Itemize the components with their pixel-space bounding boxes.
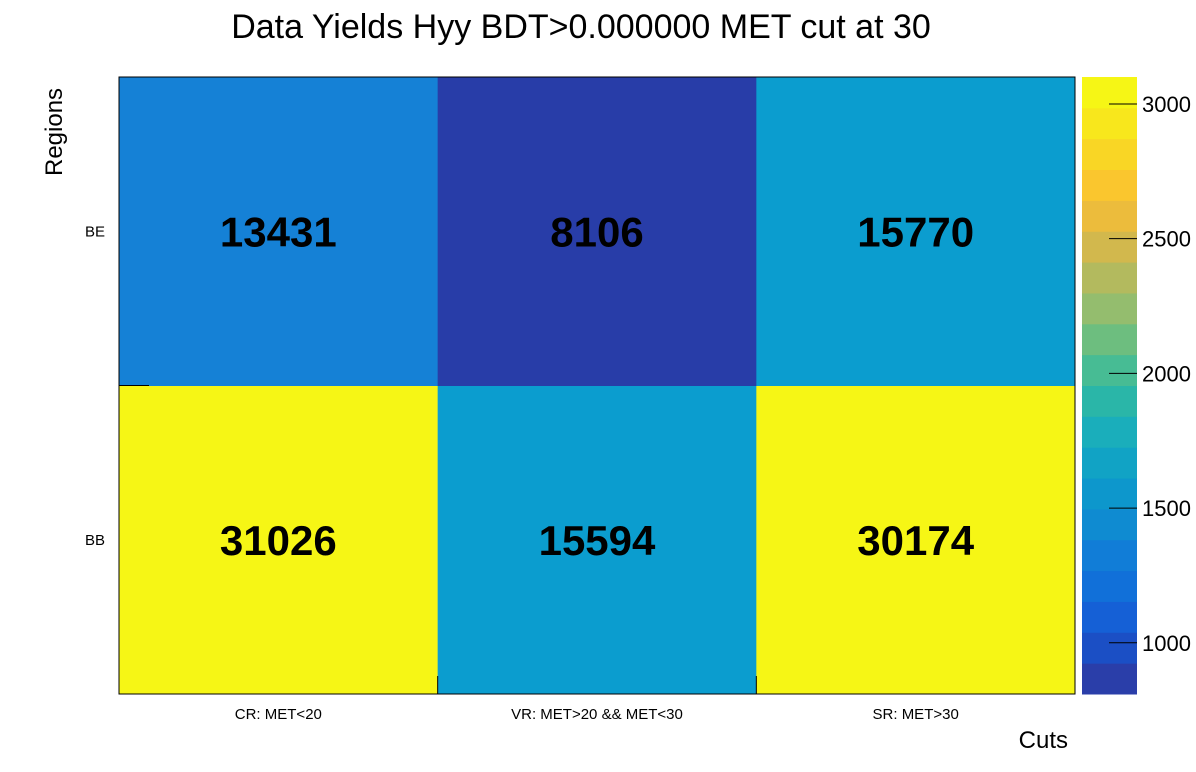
- colorbar-segment: [1082, 478, 1137, 510]
- x-tick-label: SR: MET>30: [873, 706, 959, 723]
- heatmap-cell: [437, 385, 757, 695]
- colorbar-tick-label: 2500: [1142, 227, 1191, 252]
- colorbar-tick-label: 1000: [1142, 631, 1191, 656]
- colorbar-tick-label: 2000: [1142, 361, 1191, 386]
- cell-value-label: 31026: [220, 517, 337, 564]
- colorbar-segment: [1082, 601, 1137, 633]
- colorbar-tick-label: 1500: [1142, 496, 1191, 521]
- colorbar-segment: [1082, 447, 1137, 479]
- colorbar-segment: [1082, 262, 1137, 294]
- cell-value-label: 15594: [539, 517, 656, 564]
- chart-title: Data Yields Hyy BDT>0.000000 MET cut at …: [231, 8, 931, 46]
- heatmap-cell: [756, 385, 1076, 695]
- colorbar-tick-label: 3000: [1142, 92, 1191, 117]
- colorbar-segment: [1082, 169, 1137, 201]
- colorbar-segment: [1082, 570, 1137, 602]
- colorbar-segment: [1082, 107, 1137, 140]
- colorbar-segment: [1082, 77, 1137, 109]
- heatmap-cell: [756, 77, 1076, 386]
- cell-value-label: 15770: [857, 208, 974, 255]
- cell-value-label: 8106: [550, 208, 643, 255]
- colorbar-segment: [1082, 385, 1137, 417]
- heatmap-cells: 31026 15594 30174 13431 8106 15770: [119, 77, 1076, 695]
- colorbar-segment: [1082, 416, 1137, 448]
- colorbar-segment: [1082, 632, 1137, 664]
- colorbar-segment: [1082, 539, 1137, 572]
- heatmap-cell: [119, 385, 439, 695]
- x-tick-label: CR: MET<20: [235, 706, 322, 723]
- x-tick-labels: CR: MET<20 VR: MET>20 && MET<30 SR: MET>30: [235, 706, 959, 723]
- colorbar-segment: [1082, 354, 1137, 386]
- y-tick-label: BB: [85, 532, 105, 549]
- colorbar-segment: [1082, 663, 1137, 695]
- heatmap-cell: [437, 77, 757, 386]
- colorbar-segment: [1082, 138, 1137, 171]
- y-tick-label: BE: [85, 223, 105, 240]
- colorbar-segment: [1082, 292, 1137, 325]
- heatmap-cell: [119, 77, 439, 386]
- colorbar-segment: [1082, 323, 1137, 356]
- cell-value-label: 30174: [857, 517, 974, 564]
- x-axis-title: Cuts: [1019, 727, 1068, 754]
- axis-ticks: [119, 76, 757, 695]
- y-tick-labels: BB BE: [85, 223, 105, 549]
- y-axis-title: Regions: [41, 88, 68, 176]
- colorbar-segment: [1082, 231, 1137, 263]
- cell-value-label: 13431: [220, 208, 337, 255]
- colorbar: 1000 1500 2000 2500 3000: [1082, 77, 1191, 695]
- colorbar-segment: [1082, 508, 1137, 541]
- x-tick-label: VR: MET>20 && MET<30: [511, 706, 683, 723]
- colorbar-segment: [1082, 200, 1137, 232]
